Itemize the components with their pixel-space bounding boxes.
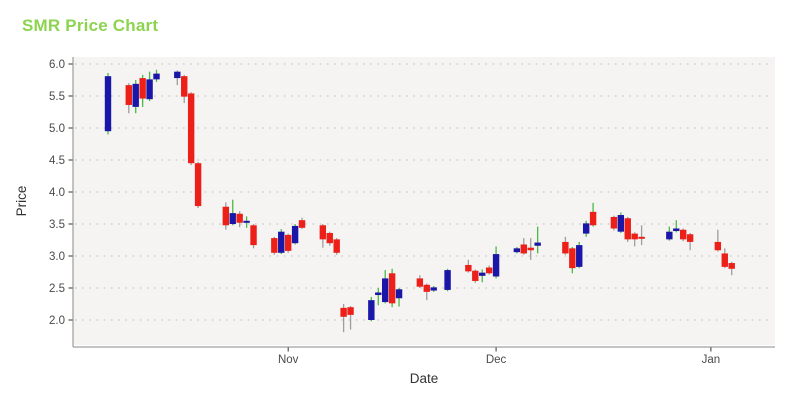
- candle-body-nov-2: [291, 225, 299, 244]
- candle-body-oct-11: [139, 78, 146, 99]
- candle-body-nov-16: [388, 273, 396, 304]
- y-tick-label: 4.0: [49, 187, 65, 199]
- candle-body-nov-17: [395, 289, 403, 299]
- candle-body-oct-31: [278, 231, 285, 253]
- candle-body-oct-30: [271, 238, 278, 253]
- candle-body-oct-9: [125, 85, 132, 105]
- candle-body-jan-2: [714, 241, 722, 251]
- chart-title: SMR Price Chart: [22, 16, 159, 35]
- candle-body-nov-7: [326, 232, 333, 244]
- candle-body-nov-28: [472, 270, 479, 281]
- candle-body-oct-16: [174, 71, 181, 79]
- y-tick-label: 3.5: [49, 219, 65, 231]
- candle-body-dec-14: [582, 223, 590, 234]
- candle-body-dec-21: [631, 233, 638, 240]
- candle-body-dec-26: [666, 231, 673, 240]
- candle-body-nov-14: [375, 292, 382, 296]
- candle-body-nov-8: [333, 239, 340, 253]
- candle-body-oct-26: [243, 220, 250, 223]
- candle-body-dec-5: [520, 244, 527, 254]
- candle-body-dec-28: [679, 229, 687, 240]
- candle-body-dec-29: [686, 234, 694, 242]
- candle-body-dec-22: [638, 236, 645, 239]
- candle-body-dec-27: [673, 228, 680, 232]
- candle-body-dec-1: [492, 254, 500, 277]
- candle-body-oct-18: [187, 93, 195, 164]
- plot-panel: [73, 57, 775, 345]
- x-axis-label: Date: [410, 371, 439, 386]
- x-tick-label: Nov: [278, 354, 299, 366]
- candle-body-dec-6: [527, 247, 534, 251]
- candle-body-nov-6: [319, 225, 327, 240]
- candle-body-oct-27: [250, 225, 257, 246]
- candle-body-nov-24: [444, 270, 451, 290]
- candle-body-nov-21: [423, 284, 430, 292]
- candle-body-dec-4: [513, 248, 521, 253]
- candle-body-dec-20: [624, 218, 631, 240]
- candle-body-jan-3: [721, 253, 728, 267]
- candle-body-nov-15: [382, 278, 389, 303]
- y-tick-label: 5.5: [49, 91, 65, 103]
- y-tick-label: 2.5: [49, 283, 65, 295]
- candle-body-oct-12: [146, 79, 153, 100]
- candle-body-nov-13: [368, 300, 375, 320]
- y-tick-label: 2.0: [49, 315, 65, 327]
- candle-body-dec-7: [534, 242, 541, 246]
- y-tick-label: 5.0: [49, 123, 65, 135]
- candle-body-jan-4: [728, 263, 735, 269]
- candle-body-dec-18: [610, 216, 618, 229]
- x-tick-label: Jan: [702, 354, 721, 366]
- x-tick-label: Dec: [486, 354, 507, 366]
- candle-body-nov-9: [340, 307, 347, 317]
- candle-body-oct-25: [236, 213, 243, 223]
- candle-body-dec-15: [589, 211, 597, 226]
- y-tick-label: 4.5: [49, 155, 65, 167]
- candle-body-dec-13: [576, 245, 583, 267]
- candle-body-oct-19: [194, 163, 202, 207]
- candle-body-dec-12: [569, 248, 576, 269]
- y-tick-label: 3.0: [49, 251, 65, 263]
- candle-body-oct-23: [222, 206, 230, 226]
- candle-body-dec-11: [562, 241, 569, 254]
- candle-body-nov-22: [430, 287, 437, 291]
- candle-body-nov-1: [284, 234, 292, 251]
- candle-body-nov-27: [465, 264, 472, 272]
- y-axis-label: Price: [14, 186, 29, 217]
- candle-body-nov-10: [347, 307, 354, 315]
- candle-body-oct-17: [181, 76, 188, 97]
- candle-body-oct-24: [229, 213, 236, 224]
- candle-body-nov-20: [416, 278, 424, 287]
- candle-body-nov-30: [485, 267, 493, 274]
- y-tick-label: 6.0: [49, 59, 65, 71]
- candle-body-dec-19: [617, 215, 625, 232]
- candle-body-nov-3: [298, 220, 306, 228]
- candle-body-oct-10: [132, 83, 139, 107]
- candle-body-oct-13: [153, 73, 160, 80]
- candle-body-nov-29: [479, 272, 486, 276]
- candle-body-oct-6: [104, 76, 112, 132]
